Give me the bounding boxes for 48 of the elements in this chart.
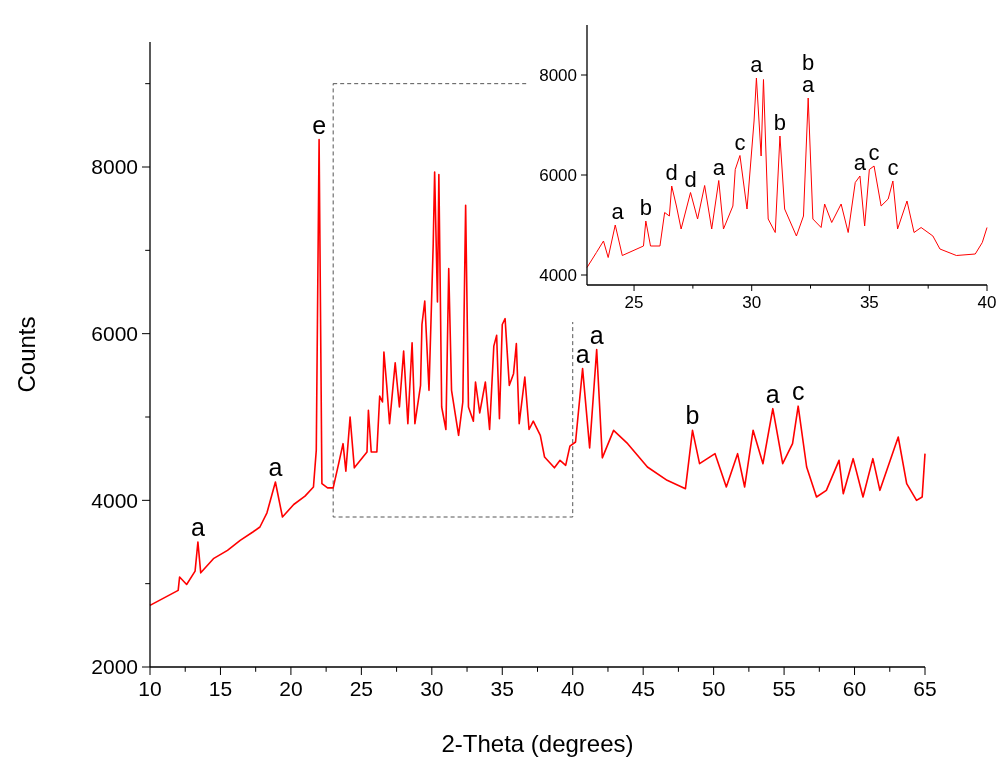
x-tick-label: 10 [138,677,162,700]
annotation: a [853,150,867,175]
y-tick-label: 6000 [91,322,138,346]
annotation: b [802,50,815,75]
annotation: d [665,160,678,185]
x-tick-label: 60 [842,677,867,700]
annotation: b [639,195,652,220]
x-tick-label: 35 [859,293,879,312]
x-tick-label: 40 [561,677,585,700]
x-tick-label: 25 [349,677,374,700]
annotation: b [685,401,700,430]
annotation: c [791,377,805,406]
x-tick-label: 20 [279,677,303,700]
annotation: a [750,52,764,77]
y-tick-label: 4000 [91,488,138,512]
annotation: a [611,199,625,224]
x-tick-label: 40 [977,293,997,312]
x-tick-label: 50 [701,677,726,700]
x-tick-label: 25 [624,293,644,312]
annotation: a [802,72,816,97]
x-tick-label: 45 [631,677,655,700]
y-tick-label: 2000 [91,655,138,679]
annotation: a [575,339,590,368]
annotation: b [773,110,787,135]
annotation: a [712,154,726,180]
y-tick-label: 8000 [539,65,577,85]
x-tick-label: 30 [420,677,444,700]
y-axis-title: Counts [13,316,40,393]
line-series [586,77,988,268]
x-tick-label: 65 [913,677,937,700]
x-tick-label: 35 [490,677,514,700]
line-series [149,138,926,607]
x-axis-title: 2-Theta (degrees) [441,730,634,757]
y-tick-label: 4000 [539,265,577,285]
x-tick-label: 30 [742,293,762,312]
annotation: d [684,166,697,192]
x-tick-label: 15 [208,677,233,700]
y-tick-label: 6000 [539,165,577,185]
x-tick-label: 55 [772,677,796,700]
annotation: c [734,129,746,155]
annotation: a [589,320,604,349]
annotation: a [190,513,205,541]
annotation: c [868,140,880,165]
annotation: a [765,379,780,408]
annotation: e [312,110,327,139]
y-tick-label: 8000 [91,155,138,179]
annotation: a [268,453,283,481]
annotation: c [887,155,899,180]
